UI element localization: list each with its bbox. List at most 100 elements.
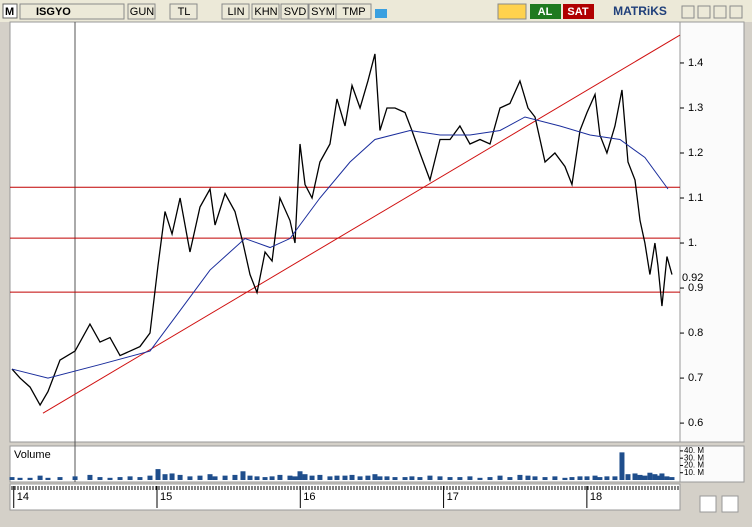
y-tick-label: 20. M [684, 461, 704, 470]
volume-bar [334, 475, 340, 480]
volume-bar [37, 475, 43, 480]
close[interactable] [729, 5, 743, 19]
volume-bar [467, 476, 473, 480]
y-tick-label: 0.9 [688, 282, 703, 294]
volume-bar [292, 476, 298, 480]
y-tick-label: 30. M [684, 453, 704, 462]
volume-bar [384, 476, 390, 480]
menu-letter: M [5, 6, 14, 18]
y-tick-label: 1.4 [688, 57, 703, 69]
toolbar-button-label: GUN [130, 6, 155, 18]
volume-bar [287, 475, 293, 480]
volume-bar [569, 477, 575, 480]
volume-bar [87, 474, 93, 480]
volume-bar [254, 476, 260, 480]
toolbar-button[interactable] [280, 3, 309, 20]
y-tick-label: 10. M [684, 468, 704, 477]
sell-button[interactable] [563, 4, 594, 19]
volume-bar [27, 477, 33, 480]
volume-bar [302, 474, 308, 480]
restore[interactable] [713, 5, 727, 19]
volume-bar [162, 474, 168, 480]
volume-bar [507, 477, 513, 480]
volume-bar [447, 477, 453, 480]
volume-bar [497, 475, 503, 480]
volume-bar [155, 469, 161, 480]
toolbar-button[interactable] [251, 3, 280, 20]
x-tick-label: 18 [590, 491, 602, 503]
maximize[interactable] [697, 5, 711, 19]
volume-bar [297, 471, 303, 480]
buy-button[interactable] [530, 4, 561, 19]
x-tick-label: 15 [160, 491, 172, 503]
volume-bar [604, 476, 610, 480]
volume-bar [584, 476, 590, 480]
toolbar-button-label: LIN [227, 6, 244, 18]
volume-bar [9, 477, 15, 480]
volume-bar [664, 476, 670, 480]
volume-bar [542, 477, 548, 480]
volume-bar [147, 475, 153, 480]
volume-bar [642, 475, 648, 480]
menu-icon[interactable] [2, 3, 18, 19]
volume-bar [17, 477, 23, 480]
toolbar-button-label: SYM [311, 6, 335, 18]
minimize[interactable] [681, 5, 695, 19]
volume-bar [612, 476, 618, 480]
twitter-icon[interactable] [375, 9, 387, 18]
last-value-label: 0.92 [682, 272, 703, 284]
volume-bar [262, 477, 268, 480]
volume-bar [277, 474, 283, 480]
volume-bar [187, 476, 193, 480]
toolbar-button-label: TL [178, 6, 191, 18]
volume-bar [212, 476, 218, 480]
volume-bar [592, 475, 598, 480]
volume-bar [659, 473, 665, 480]
volume-bar [57, 477, 63, 480]
price-plot [9, 21, 681, 443]
y-tick-label: 0.6 [688, 417, 703, 429]
volume-bar [532, 476, 538, 480]
brand: MATRiKS [613, 4, 667, 18]
symbol-box[interactable] [19, 3, 125, 20]
volume-bar [637, 474, 643, 480]
icon[interactable] [497, 3, 527, 20]
toolbar-button[interactable] [169, 3, 198, 20]
toolbar-button[interactable] [127, 3, 156, 20]
toolbar-button[interactable] [221, 3, 250, 20]
volume-bar [349, 474, 355, 480]
volume-bar [392, 477, 398, 480]
toolbar-button[interactable] [335, 3, 372, 20]
symbol: ISGYO [36, 6, 71, 18]
y-tick-label: 0.7 [688, 372, 703, 384]
volume-bar [240, 471, 246, 480]
volume-bar [427, 475, 433, 480]
y-tick-label: 1.2 [688, 147, 703, 159]
volume-bar [372, 474, 378, 480]
volume-bar [402, 477, 408, 480]
x-tick-label: 14 [17, 491, 29, 503]
toolbar-button-label: KHN [254, 6, 277, 18]
volume-bar [309, 475, 315, 480]
volume-bar [232, 474, 238, 480]
volume-bar [417, 477, 423, 480]
volume-bar [562, 477, 568, 480]
volume-bar [342, 475, 348, 480]
volume-bar [247, 475, 253, 480]
refresh-icon[interactable] [699, 495, 717, 513]
volume-bar [207, 474, 213, 480]
volume-bar [619, 452, 625, 480]
volume-bar [97, 477, 103, 480]
volume-bar [177, 474, 183, 480]
y-tick-label: 1. [688, 237, 697, 249]
volume-bar [655, 475, 661, 480]
settings-icon[interactable] [721, 495, 739, 513]
volume-bar [487, 477, 493, 480]
volume-title: Volume [14, 449, 51, 461]
price-line [11, 53, 673, 407]
sell-label: SAT [567, 6, 588, 18]
y-tick-label: 1.1 [688, 192, 703, 204]
volume-bar [317, 474, 323, 480]
